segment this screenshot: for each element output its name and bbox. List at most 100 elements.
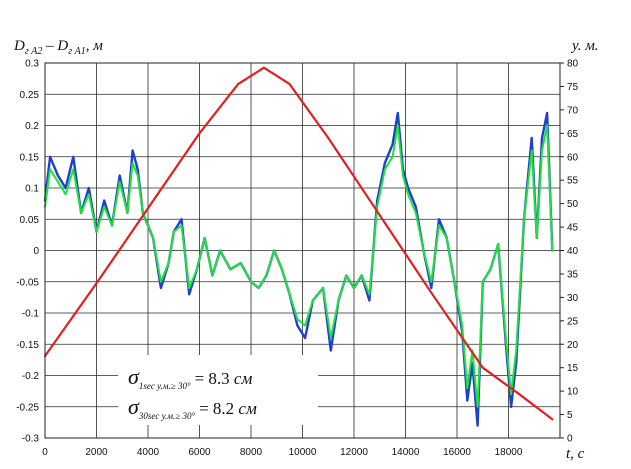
data-point	[257, 287, 260, 289]
data-point	[497, 243, 500, 246]
data-point	[466, 399, 469, 402]
x-tick-label: 14000	[392, 447, 420, 458]
series-line	[44, 124, 554, 408]
x-tick-label: 4000	[137, 447, 160, 458]
data-point	[520, 394, 523, 397]
data-point	[396, 112, 399, 114]
y-right-tick-label: 20	[567, 340, 579, 351]
y-left-tick-label: 0.05	[20, 215, 40, 226]
data-point	[147, 224, 149, 227]
data-point	[80, 212, 82, 214]
y-left-tick-label: 0.1	[25, 184, 39, 195]
y-right-tick-label: 75	[567, 82, 579, 93]
y-left-title-sub2: г A1	[68, 46, 86, 57]
data-point	[64, 187, 67, 189]
x-tick-label: 6000	[188, 447, 211, 458]
data-point	[160, 287, 162, 289]
sigma-1sec-value: = 8.3	[195, 369, 234, 388]
data-point	[118, 174, 121, 177]
sigma-30sec-value: = 8.2	[199, 399, 238, 418]
y-left-tick-label: 0.25	[20, 90, 40, 101]
data-point	[160, 280, 162, 283]
x-tick-label: 16000	[443, 447, 471, 458]
data-point	[430, 280, 433, 283]
data-point	[87, 187, 90, 189]
y-left-title-base2: D	[56, 38, 68, 54]
sigma-1sec-subscript: 1sec у.м.≥ 30°	[139, 381, 191, 391]
sigma-1sec-annotation: σ1sec у.м.≥ 30° = 8.3 см	[128, 364, 252, 391]
data-point	[402, 174, 404, 177]
data-point	[95, 282, 98, 285]
data-point	[438, 218, 440, 221]
data-point	[219, 249, 222, 252]
y-left-title-minus: –	[42, 38, 57, 54]
y-left-tick-label: -0.1	[22, 309, 40, 320]
sigma-30sec-symbol: σ	[128, 394, 140, 419]
data-point	[103, 205, 106, 208]
data-point	[198, 132, 201, 135]
data-point	[541, 149, 543, 152]
data-point	[265, 274, 268, 277]
y-right-tick-label: 65	[567, 129, 579, 140]
data-point	[551, 418, 554, 421]
plot-frame	[44, 62, 561, 439]
y-right-tick-label: 45	[567, 223, 579, 234]
data-point	[72, 168, 75, 171]
data-point	[505, 337, 507, 339]
data-point	[304, 337, 306, 339]
data-point	[481, 366, 484, 369]
data-point	[281, 268, 283, 271]
x-tick-label: 8000	[240, 447, 263, 458]
data-point	[103, 199, 106, 202]
y-right-tick-label: 0	[567, 434, 573, 445]
data-point	[239, 262, 242, 264]
data-point	[167, 262, 170, 264]
x-tick-label: 18000	[495, 447, 523, 458]
data-point	[273, 249, 276, 252]
data-point	[118, 180, 121, 183]
data-point	[523, 218, 525, 221]
y-right-tick-label: 55	[567, 176, 579, 187]
data-point	[49, 168, 51, 171]
data-point	[64, 193, 67, 196]
data-point	[384, 162, 386, 164]
data-point	[476, 424, 479, 427]
y-right-tick-label: 70	[567, 105, 579, 116]
data-point	[337, 299, 340, 302]
data-point	[353, 287, 355, 289]
data-point	[407, 187, 409, 189]
sigma-30sec-unit: см	[238, 399, 257, 418]
y-left-title-base: D	[13, 38, 25, 54]
y-right-tick-label: 5	[567, 410, 573, 421]
data-point	[546, 112, 548, 114]
data-point	[530, 137, 533, 139]
data-point	[180, 218, 183, 221]
data-point	[391, 143, 394, 146]
data-point	[57, 180, 59, 183]
data-point	[136, 168, 139, 171]
y-left-tick-label: -0.15	[16, 340, 39, 351]
data-point	[311, 299, 314, 302]
data-point	[360, 274, 363, 277]
y-right-tick-label: 15	[567, 363, 579, 374]
data-point	[131, 149, 134, 152]
sigma-30sec-subscript: 30sec у.м.≥ 30°	[138, 411, 196, 421]
data-point	[288, 293, 291, 296]
y-left-tick-label: 0.2	[25, 121, 39, 132]
data-point	[152, 237, 155, 239]
annotation-box	[118, 355, 318, 425]
data-point	[263, 66, 265, 69]
data-point	[414, 212, 417, 214]
data-point	[136, 174, 139, 177]
sigma-1sec-unit: см	[234, 369, 253, 388]
data-point	[147, 207, 149, 210]
y-left-title-sub1: г A2	[25, 46, 43, 57]
data-point	[378, 214, 381, 217]
data-point	[329, 337, 332, 339]
data-point	[49, 155, 51, 158]
data-point	[329, 349, 332, 352]
y-left-tick-label: 0.3	[25, 59, 39, 70]
y-right-tick-label: 35	[567, 269, 579, 280]
data-point	[57, 174, 59, 177]
data-point	[296, 324, 299, 327]
